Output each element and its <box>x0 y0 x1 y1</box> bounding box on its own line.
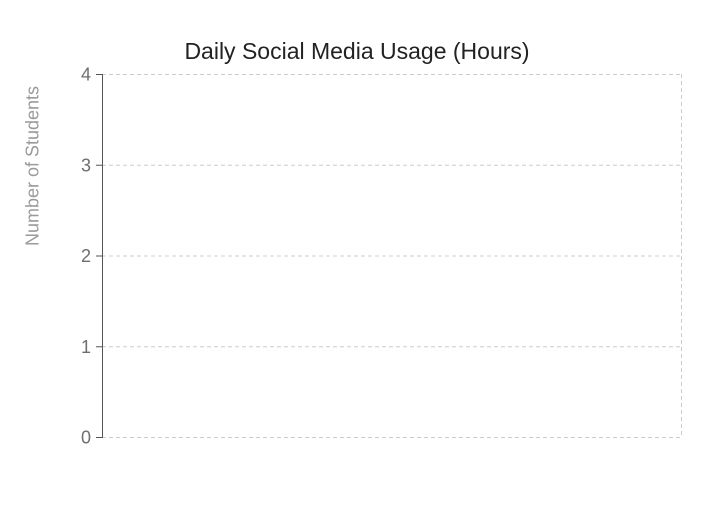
y-tick-label-0: 0 <box>81 428 91 448</box>
y-tick-label-2: 2 <box>81 246 91 266</box>
y-axis <box>96 74 103 438</box>
y-tick-labels: 0 1 2 3 4 <box>81 65 91 448</box>
y-tick-label-1: 1 <box>81 337 91 357</box>
chart-title: Daily Social Media Usage (Hours) <box>184 38 530 64</box>
y-tick-label-4: 4 <box>81 65 91 85</box>
y-tick-label-3: 3 <box>81 155 91 175</box>
grid-lines <box>102 74 682 438</box>
